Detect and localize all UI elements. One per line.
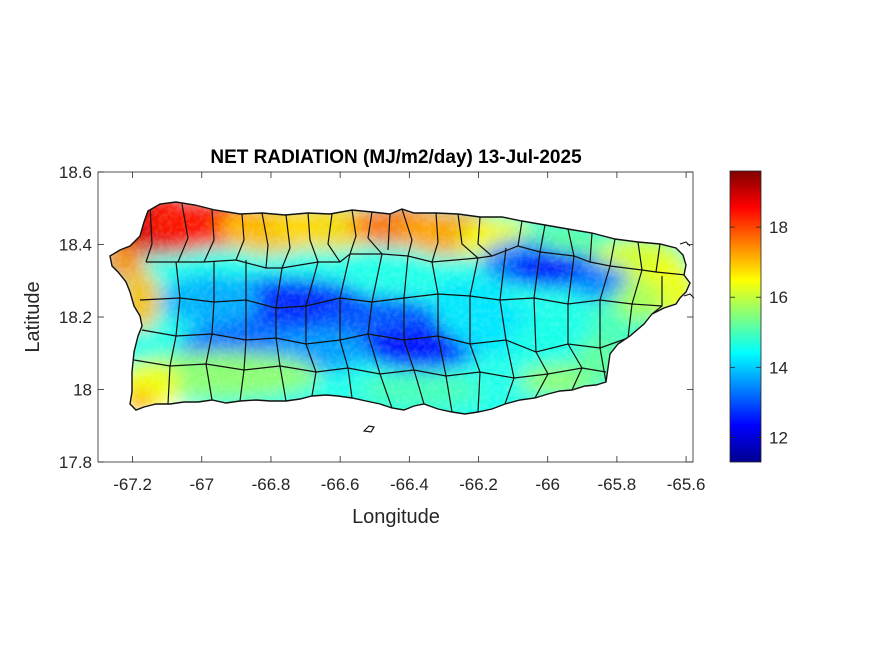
x-tick-label: -66 — [535, 475, 560, 494]
municipal-boundary — [281, 214, 291, 269]
municipal-boundary — [457, 213, 479, 259]
municipal-boundary — [589, 232, 593, 263]
municipal-boundary — [401, 208, 413, 257]
colorbar: 12 14 16 18 — [729, 170, 788, 463]
municipal-boundary — [387, 213, 391, 251]
colorbar-tick-label: 14 — [769, 358, 788, 377]
municipal-boundary — [533, 251, 549, 399]
municipal-boundary — [307, 212, 319, 263]
y-tick-label: 18.2 — [59, 308, 92, 327]
x-tick-label: -67.2 — [113, 475, 152, 494]
x-tick-label: -66.2 — [459, 475, 498, 494]
net-radiation-field — [110, 202, 690, 414]
coastline — [109, 201, 691, 415]
municipal-boundary — [205, 262, 215, 401]
x-tick-label: -67 — [189, 475, 214, 494]
municipal-boundary — [599, 265, 611, 383]
municipal-boundary — [167, 261, 181, 405]
municipal-boundary — [469, 257, 481, 413]
municipal-boundary — [145, 203, 153, 263]
x-tick-label: -65.8 — [598, 475, 637, 494]
colorbar-tick-label: 16 — [769, 288, 788, 307]
municipal-boundary — [275, 267, 287, 402]
municipal-boundary — [539, 224, 546, 253]
municipal-boundary — [431, 212, 439, 263]
y-axis-label: Latitude — [22, 281, 44, 352]
municipal-boundary — [339, 253, 353, 399]
municipal-boundary — [499, 247, 515, 405]
municipal-boundary — [567, 255, 583, 391]
y-tick-label: 17.8 — [59, 453, 92, 472]
municipal-boundary — [431, 261, 453, 413]
municipal-boundary — [609, 238, 616, 267]
x-axis-label: Longitude — [352, 506, 440, 528]
x-tick-label: -65.6 — [667, 475, 706, 494]
x-axis: -67.2 -67 -66.8 -66.6 -66.4 -66.2 -66 -65.8 -65.… — [113, 172, 705, 494]
municipal-boundary — [637, 241, 643, 271]
municipal-boundary — [327, 213, 341, 263]
municipal-boundary — [141, 329, 629, 353]
islet-east — [683, 293, 695, 299]
municipal-boundary — [305, 261, 319, 397]
municipal-boundary — [367, 253, 393, 409]
municipal-boundary — [235, 213, 245, 261]
y-tick-label: 18.6 — [59, 163, 92, 182]
municipal-boundary — [146, 245, 687, 276]
municipal-boundary — [655, 243, 661, 273]
municipal-boundary — [403, 255, 425, 405]
x-tick-label: -66.6 — [321, 475, 360, 494]
colorbar-tick-label: 18 — [769, 218, 788, 237]
municipal-boundary — [239, 260, 247, 402]
y-tick-label: 18 — [73, 381, 92, 400]
municipal-boundary — [203, 209, 215, 263]
municipal-boundary — [567, 228, 575, 257]
municipal-boundaries — [133, 203, 687, 413]
y-axis: 17.8 18 18.2 18.4 18.6 — [59, 163, 693, 472]
x-tick-label: -66.4 — [390, 475, 429, 494]
municipal-boundary — [517, 220, 523, 247]
municipal-boundary — [177, 203, 189, 263]
municipal-boundary — [627, 269, 643, 339]
municipal-boundary — [477, 216, 493, 257]
x-tick-label: -66.8 — [252, 475, 291, 494]
y-tick-label: 18.4 — [59, 236, 92, 255]
municipal-boundary — [261, 212, 269, 269]
colorbar-gradient — [729, 170, 762, 463]
municipal-boundary — [367, 211, 383, 255]
chart-title: NET RADIATION (MJ/m2/day) 13-Jul-2025 — [210, 147, 582, 168]
municipal-boundary — [651, 276, 663, 315]
municipal-boundary — [349, 209, 357, 255]
caja-de-muertos-island — [362, 425, 375, 433]
colorbar-tick-label: 12 — [769, 428, 788, 447]
